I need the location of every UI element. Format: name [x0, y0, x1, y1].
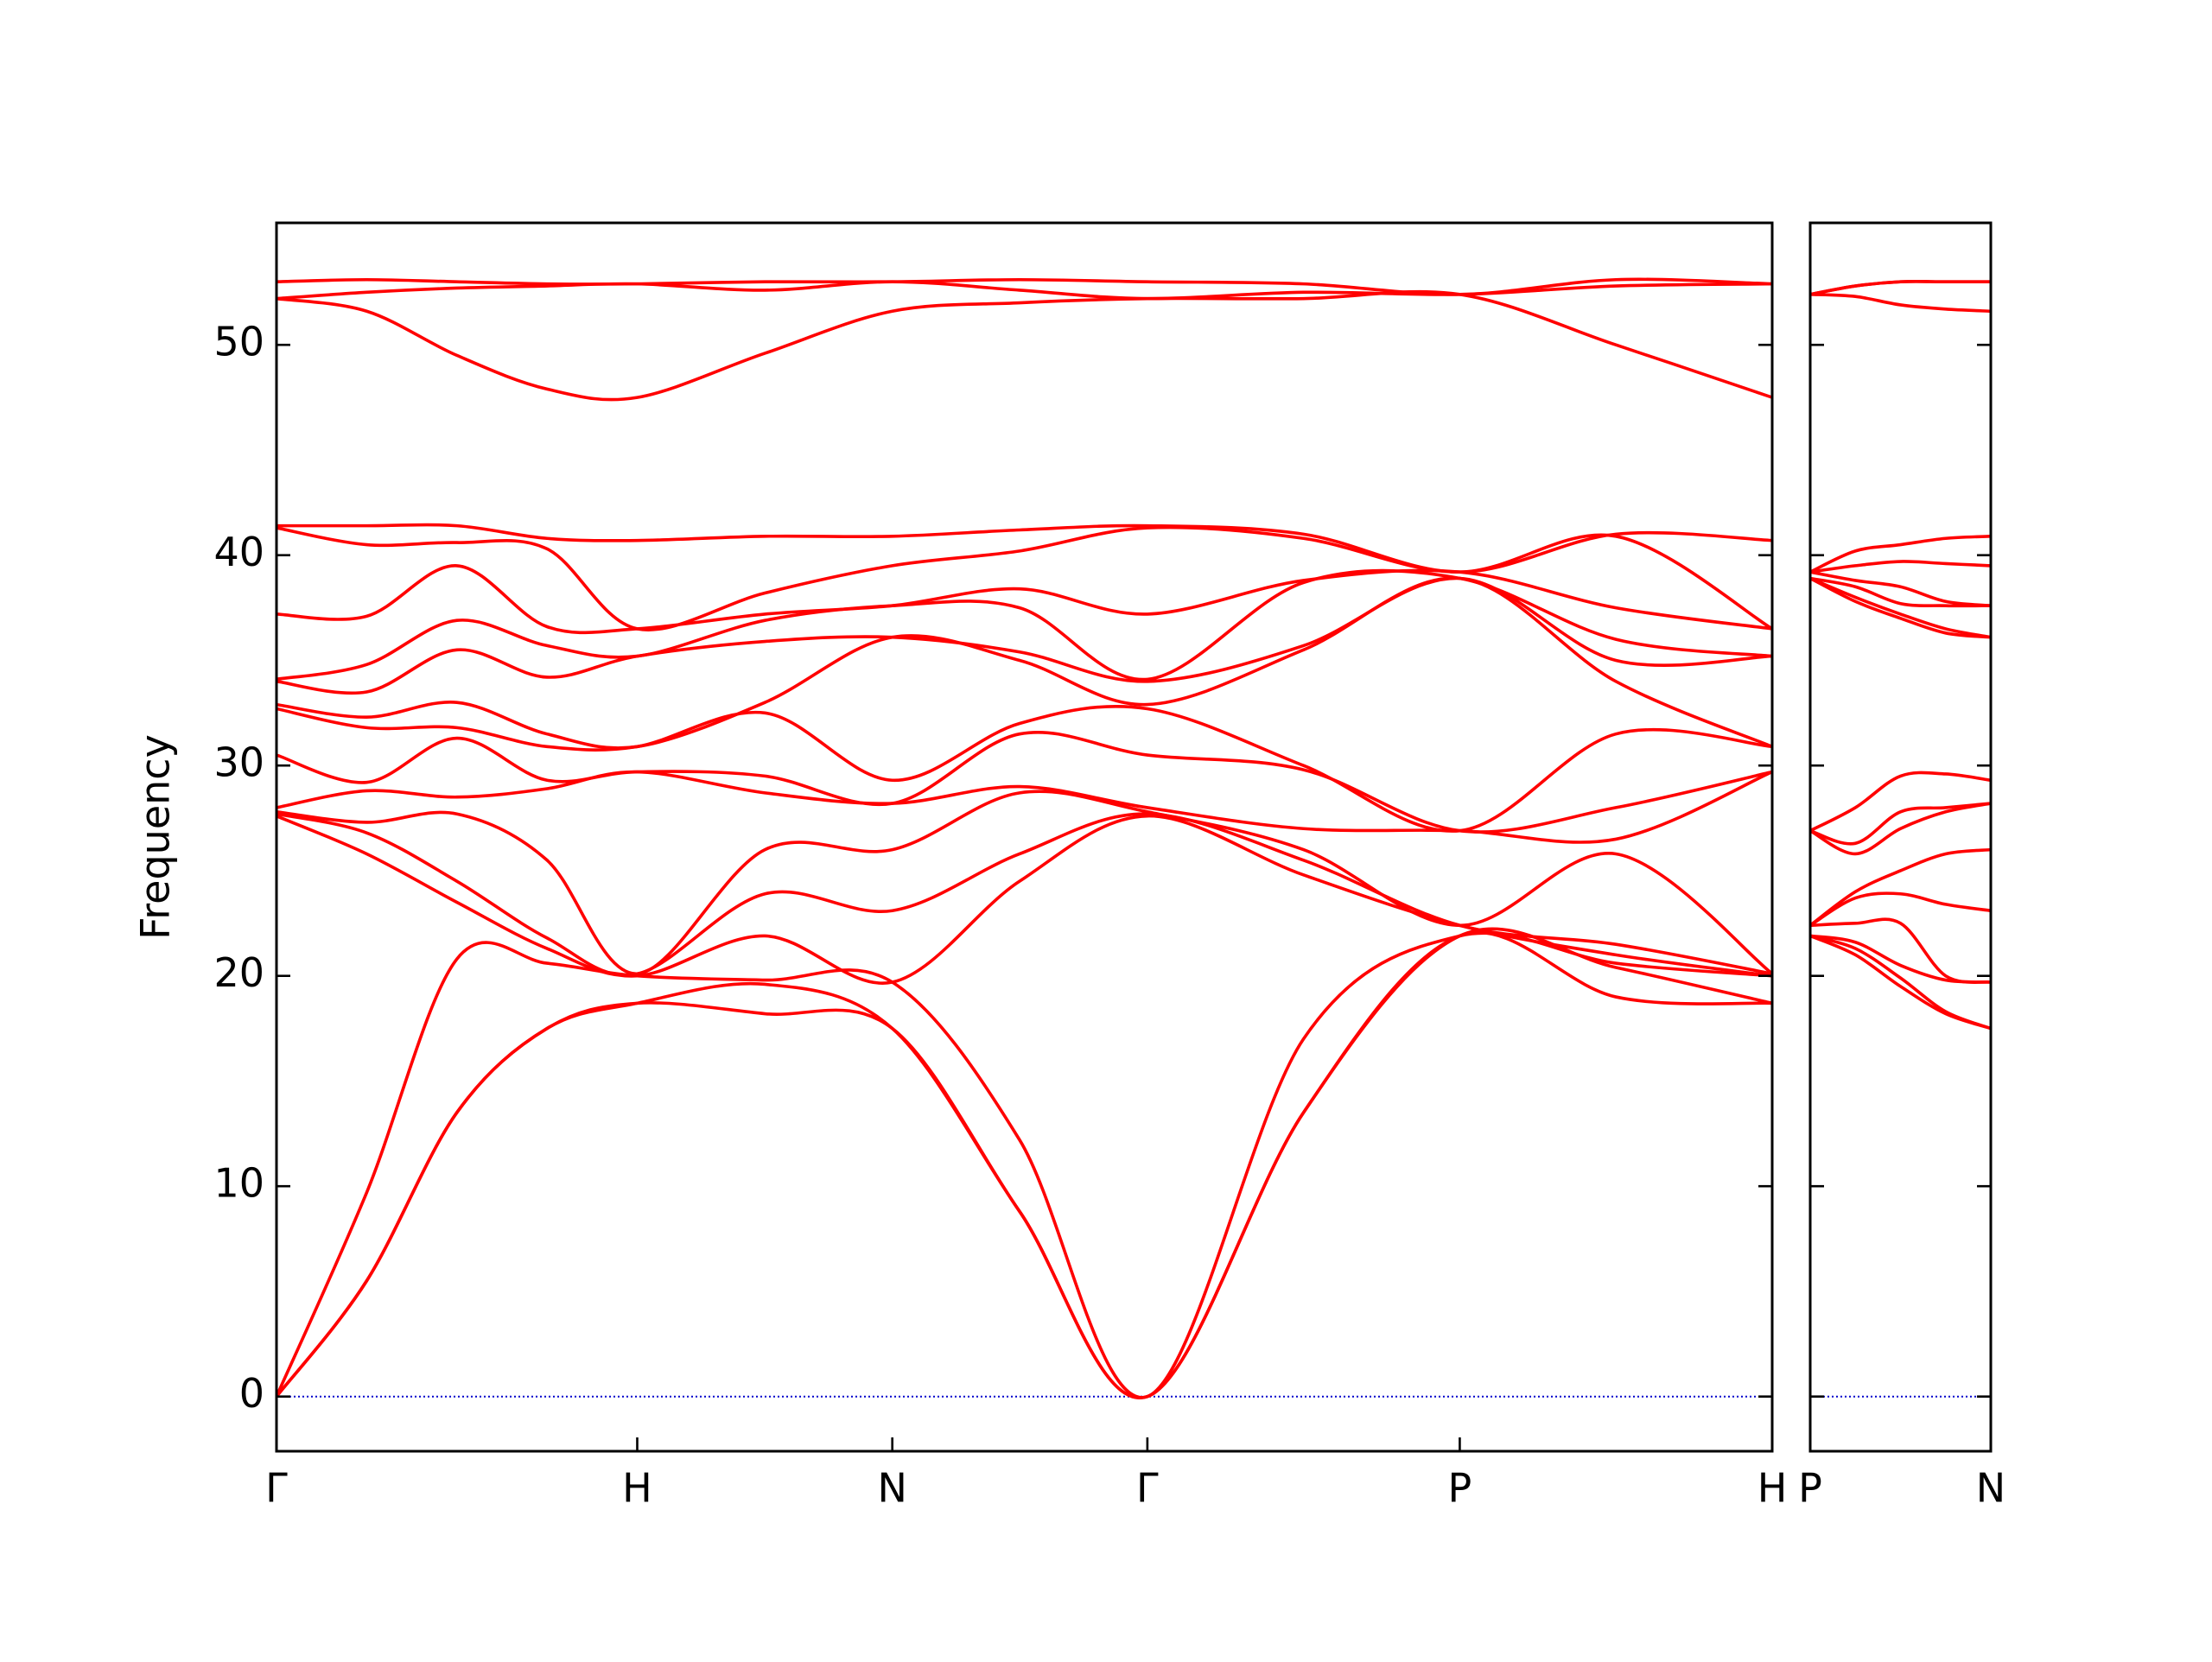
plot-area [276, 277, 1772, 1400]
axes-frame [1808, 221, 1993, 1453]
y-tick-label: 0 [239, 1370, 264, 1417]
band-line [1810, 917, 1991, 984]
x-tick-label: H [622, 1465, 652, 1512]
band-line [276, 812, 1772, 977]
band-line [1810, 576, 1991, 639]
x-tick-label: N [1976, 1465, 2005, 1512]
band-line [1810, 292, 1991, 314]
band-line [1810, 771, 1991, 833]
band-line [276, 289, 1772, 402]
band-line [276, 568, 1772, 682]
band-line [1810, 934, 1991, 1031]
x-tick-label: Γ [265, 1465, 288, 1512]
y-axis-label: Frequency [132, 734, 179, 940]
band-line [1810, 535, 1991, 574]
axes-frame [275, 221, 1774, 1453]
band-line [1810, 280, 1991, 296]
x-tick-label: P [1798, 1465, 1822, 1512]
band-line [276, 704, 1772, 833]
x-tick-label: H [1758, 1465, 1788, 1512]
band-line [276, 730, 1772, 834]
x-tick-label: P [1448, 1465, 1472, 1512]
y-tick-label: 30 [213, 739, 264, 786]
band-line [276, 931, 1772, 1399]
y-tick-label: 50 [213, 319, 264, 365]
band-line [1810, 570, 1991, 607]
band-line [276, 790, 1772, 976]
y-tick-label: 20 [213, 949, 264, 996]
band-line [1810, 560, 1991, 574]
x-tick-label: Γ [1136, 1465, 1159, 1512]
plot-area [1810, 280, 1991, 1398]
band-line [1810, 802, 1991, 856]
band-line [1810, 802, 1991, 846]
band-line [1810, 847, 1991, 927]
band-line [1810, 576, 1991, 639]
band-line [1810, 891, 1991, 927]
band-line [1810, 576, 1991, 608]
band-line [276, 277, 1772, 296]
band-line [276, 564, 1772, 635]
y-tick-label: 10 [213, 1160, 264, 1207]
y-tick-label: 40 [213, 529, 264, 575]
band-line [276, 523, 1772, 574]
x-tick-label: N [877, 1465, 906, 1512]
